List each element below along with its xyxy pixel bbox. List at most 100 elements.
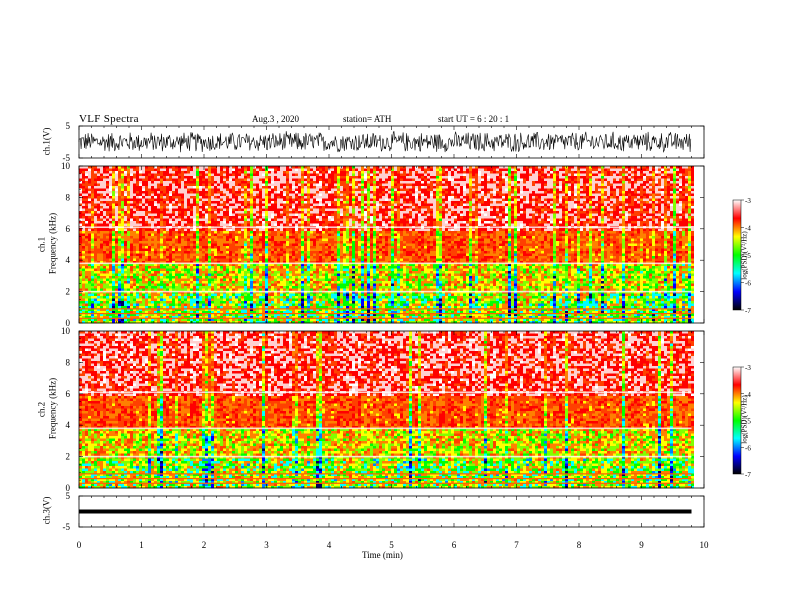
spectrogram-cell [184,299,187,302]
spectrogram-cell [232,204,235,207]
spectrogram-cell [214,171,217,174]
spectrogram-cell [184,254,187,257]
spectrogram-cell [220,184,223,187]
spectrogram-cell [178,231,181,234]
spectrogram-cell [190,214,193,217]
spectrogram-cell [148,229,151,232]
spectrogram-cell [106,284,109,287]
spectrogram-cell [136,281,139,284]
spectrogram-cell [112,234,115,237]
spectrogram-cell [82,199,85,202]
spectrogram-cell [190,259,193,262]
spectrogram-cell [187,274,190,277]
spectrogram-cell [115,246,118,249]
spectrogram-cell [217,171,220,174]
spectrogram-cell [202,169,205,172]
spectrogram-cell [190,221,193,224]
spectrogram-cell [103,244,106,247]
spectrogram-cell [202,244,205,247]
spectrogram-cell [82,289,85,292]
spectrogram-cell [205,244,208,247]
spectrogram-cell [208,216,211,219]
spectrogram-cell [223,194,226,197]
spectrogram-cell [85,174,88,177]
spectrogram-cell [175,249,178,252]
spectrogram-cell [112,289,115,292]
spectrogram-cell [223,224,226,227]
spectrogram-cell [223,229,226,232]
spectrogram-cell [133,169,136,172]
spectrogram-cell [151,269,154,272]
spectrogram-cell [199,191,202,194]
spectrogram-cell [166,171,169,174]
spectrogram-cell [205,304,208,307]
spectrogram-cell [148,206,151,209]
spectrogram-cell [211,186,214,189]
spectrogram-cell [145,299,148,302]
spectrogram-cell [160,216,163,219]
spectrogram-cell [202,251,205,254]
spectrogram-cell [157,259,160,262]
spectrogram-cell [154,271,157,274]
spectrogram-cell [226,266,229,269]
spectrogram-cell [130,274,133,277]
spectrogram-cell [199,229,202,232]
spectrogram-cell [142,299,145,302]
spectrogram-cell [202,294,205,297]
spectrogram-cell [205,254,208,257]
spectrogram-cell [106,209,109,212]
spectrogram-cell [211,269,214,272]
spectrogram-cell [184,281,187,284]
spectrogram-cell [121,269,124,272]
spectrogram-cell [175,301,178,304]
spectrogram-cell [223,239,226,242]
spectrogram-cell [232,299,235,302]
spectrogram-cell [223,231,226,234]
spectrogram-cell [121,206,124,209]
spectrogram-cell [127,306,130,309]
spectrogram-cell [187,201,190,204]
spectrogram-cell [106,289,109,292]
spectrogram-cell [214,169,217,172]
spectrogram-cell [82,259,85,262]
spectrogram-cell [136,299,139,302]
spectrogram-cell [205,184,208,187]
spectrogram-cell [94,281,97,284]
spectrogram-cell [229,199,232,202]
spectrogram-cell [94,271,97,274]
spectrogram-cell [211,169,214,172]
spectrogram-cell [193,234,196,237]
spectrogram-cell [193,249,196,252]
spectrogram-cell [211,216,214,219]
spectrogram-cell [229,271,232,274]
spectrogram-cell [127,236,130,239]
spectrogram-cell [223,204,226,207]
spectrogram-cell [100,221,103,224]
spectrogram-cell [199,301,202,304]
spectrogram-cell [229,184,232,187]
spectrogram-cell [145,259,148,262]
spectrogram-cell [151,304,154,307]
spectrogram-cell [226,189,229,192]
spectrogram-cell [133,239,136,242]
spectrogram-cell [190,246,193,249]
spectrogram-cell [205,296,208,299]
spectrogram-cell [115,186,118,189]
spectrogram-cell [91,239,94,242]
spectrogram-cell [142,249,145,252]
spectrogram-cell [181,194,184,197]
spectrogram-cell [199,269,202,272]
spectrogram-cell [208,299,211,302]
spectrogram-cell [178,266,181,269]
spectrogram-cell [187,289,190,292]
spectrogram-cell [178,276,181,279]
spectrogram-cell [211,191,214,194]
spectrogram-cell [136,251,139,254]
spectrogram-cell [181,299,184,302]
spectrogram-cell [157,241,160,244]
spectrogram-cell [160,199,163,202]
spectrogram-cell [100,306,103,309]
spectrogram-cell [217,249,220,252]
spectrogram-cell [127,171,130,174]
spectrogram-cell [142,266,145,269]
